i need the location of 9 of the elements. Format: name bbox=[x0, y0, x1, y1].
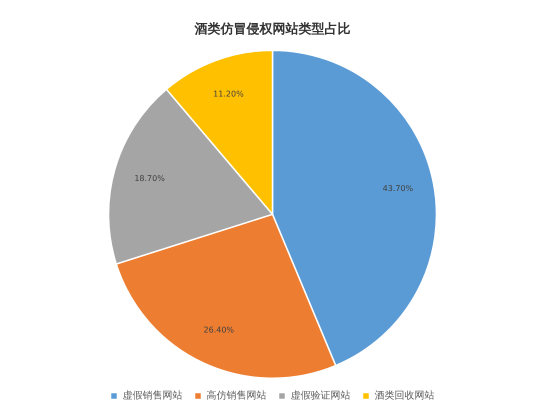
data-label: 18.70% bbox=[134, 174, 166, 184]
legend-label: 虚假销售网站 bbox=[122, 390, 182, 402]
legend-label: 虚假验证网站 bbox=[290, 390, 350, 402]
data-label: 26.40% bbox=[204, 325, 234, 334]
chart-title: 酒类仿冒侵权网站类型占比 bbox=[194, 21, 350, 38]
data-label: 43.70% bbox=[382, 184, 414, 194]
data-label: 11.20% bbox=[213, 89, 244, 98]
legend-label: 酒类回收网站 bbox=[374, 390, 434, 402]
legend-label: 高仿销售网站 bbox=[206, 390, 266, 402]
